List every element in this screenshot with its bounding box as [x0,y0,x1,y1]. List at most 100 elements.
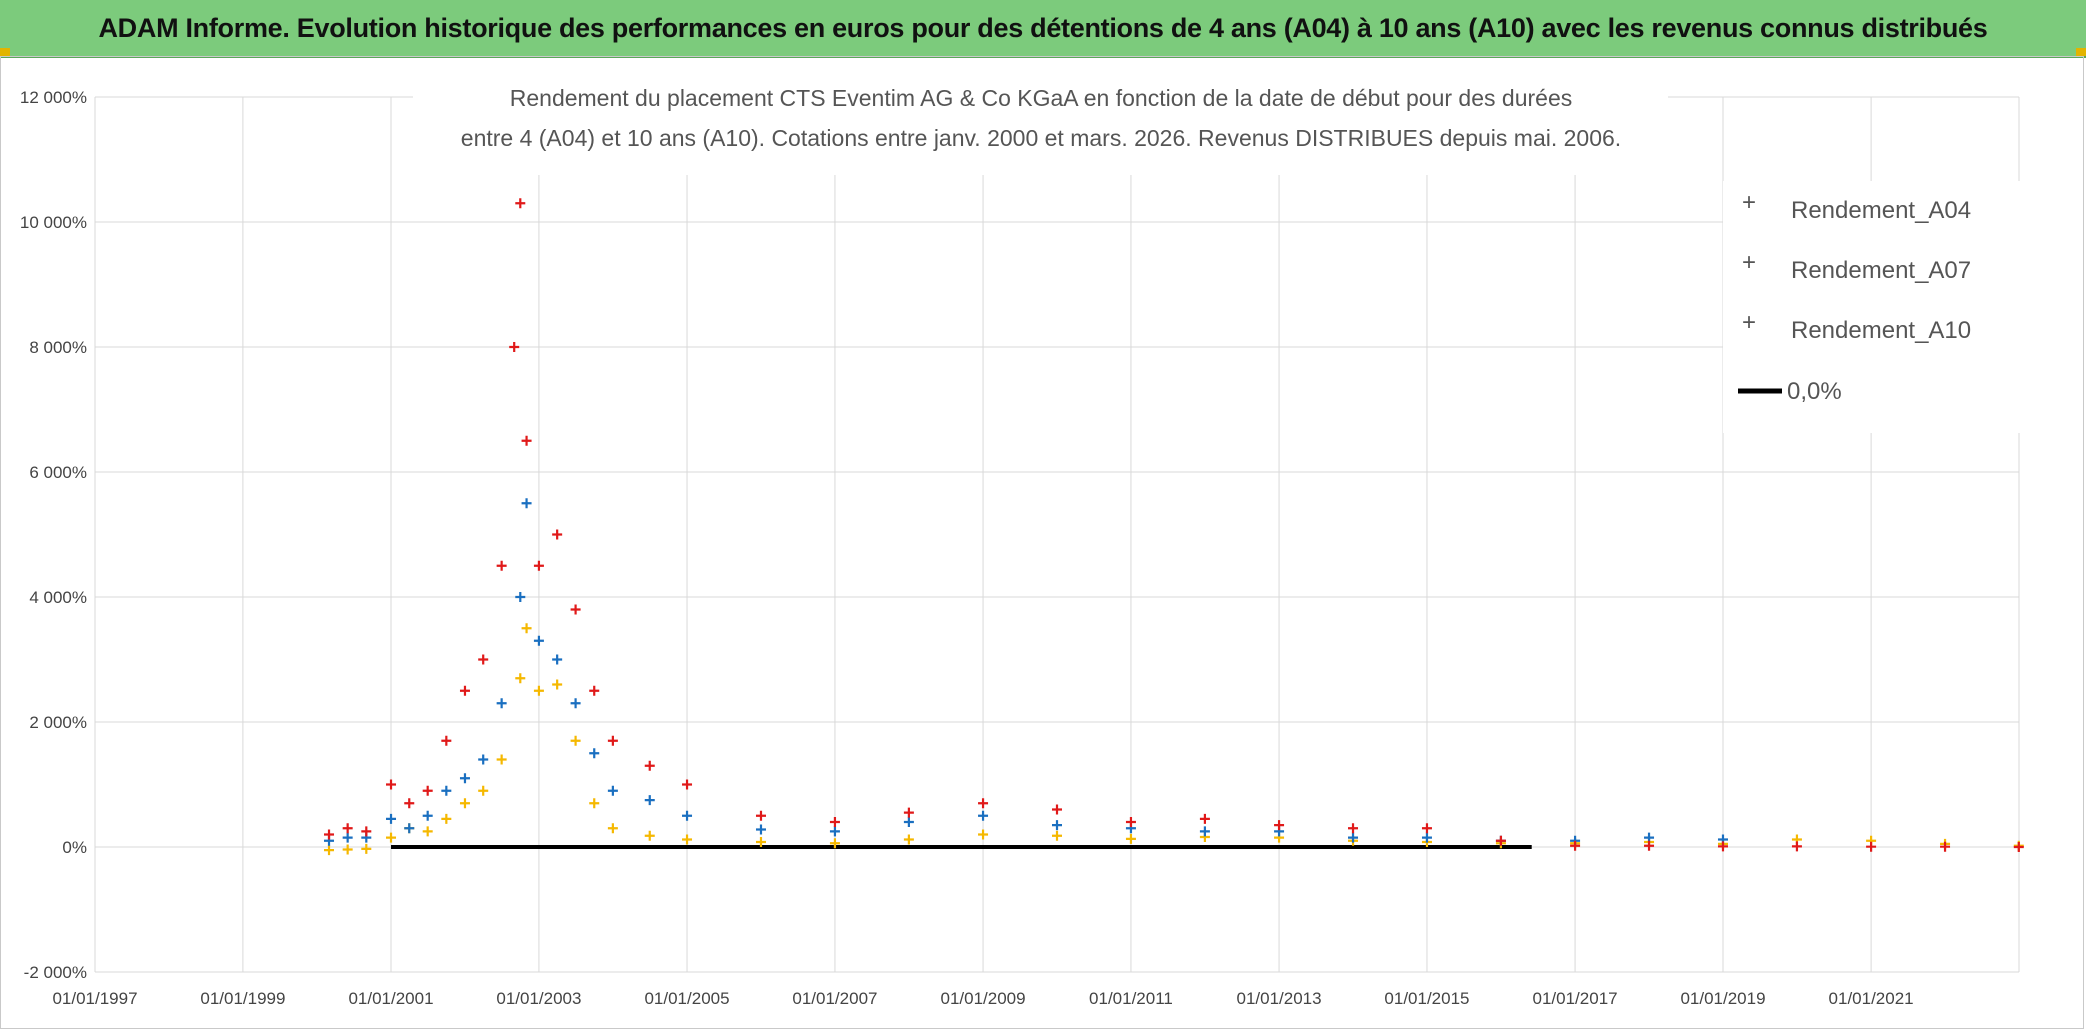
data-point [1199,826,1210,837]
data-point [2013,842,2024,852]
data-point [552,679,563,690]
data-point [1125,833,1136,844]
data-point [570,698,581,709]
corner-mark-left [0,48,10,56]
data-point [552,654,563,665]
chart-title: Rendement du placement CTS Eventim AG & … [413,75,1668,175]
data-point [342,823,353,834]
y-tick-label: 2 000% [29,713,87,732]
banner: ADAM Informe. Evolution historique des p… [0,0,2086,58]
data-point [1348,832,1359,843]
data-point [386,813,397,824]
data-point [903,834,914,845]
data-point [682,810,693,821]
data-point [1052,804,1062,815]
data-point [1717,841,1728,852]
data-point [1866,841,1877,852]
legend: + Rendement_A04 + Rendement_A07 + Rendem… [1723,181,2023,433]
data-point [386,779,397,790]
legend-marker-a07: + [1742,249,1756,276]
data-point [404,798,415,809]
x-tick-label: 01/01/2021 [1829,989,1914,1008]
data-point [1274,820,1285,831]
series-rendement-a07 [324,498,1728,846]
y-tick-label: -2 000% [24,963,87,982]
data-point [755,824,766,835]
data-point [441,735,452,746]
data-point [1940,841,1951,852]
x-tick-label: 01/01/2007 [792,989,877,1008]
data-point [459,685,470,696]
x-tick-label: 01/01/2009 [940,989,1025,1008]
data-point [533,560,544,571]
corner-mark-right [2076,48,2086,56]
data-point [1421,823,1432,834]
legend-marker-a10: + [1742,309,1756,336]
x-tick-label: 01/01/2015 [1384,989,1469,1008]
data-point [386,832,397,843]
data-point [1570,840,1581,851]
data-point [829,838,840,849]
data-point [521,498,532,509]
data-point [509,342,520,352]
data-point [978,829,989,840]
data-point [903,817,914,827]
y-tick-label: 8 000% [29,338,87,357]
x-tick-label: 01/01/2001 [348,989,433,1008]
data-point [644,795,655,806]
data-point [324,845,335,856]
x-tick-label: 01/01/2011 [1089,989,1173,1008]
data-point [1199,813,1210,824]
data-point [496,698,507,709]
data-point [342,844,353,855]
data-point [755,837,766,847]
x-tick-label: 01/01/1997 [52,989,137,1008]
data-point [1348,823,1359,834]
data-point [361,843,372,854]
data-point [515,592,526,602]
y-tick-label: 12 000% [20,88,87,107]
legend-label-a04: Rendement_A04 [1791,197,1971,224]
data-point [404,823,415,834]
data-point [342,832,353,843]
x-tick-label: 01/01/2013 [1237,989,1322,1008]
x-tick-label: 01/01/2017 [1533,989,1618,1008]
y-tick-label: 0% [62,838,87,857]
data-point [589,748,600,759]
data-point [1125,817,1136,827]
legend-marker-a04: + [1742,189,1756,216]
data-point [607,785,618,796]
x-tick-label: 01/01/2019 [1680,989,1765,1008]
data-points [324,198,2024,856]
data-point [644,760,655,771]
series-rendement-a10 [324,198,2024,852]
data-point [570,735,581,746]
data-point [478,754,489,765]
chart-frame: -2 000% 0% 2 000% 4 000% 6 000% 8 000% 10 000%… [0,56,2084,1029]
data-point [1495,835,1506,846]
data-point [552,529,563,540]
data-point [441,785,452,796]
y-tick-label: 6 000% [29,463,87,482]
x-tick-label: 01/01/2003 [496,989,581,1008]
data-point [644,830,655,841]
data-point [361,826,372,837]
x-tick-label: 01/01/2005 [644,989,729,1008]
y-axis-tick-labels: -2 000% 0% 2 000% 4 000% 6 000% 8 000% 10 000%… [20,88,87,982]
data-point [682,834,693,845]
scatter-chart: -2 000% 0% 2 000% 4 000% 6 000% 8 000% 10 000%… [20,75,2024,1008]
data-point [829,826,840,837]
data-point [607,823,618,834]
data-point [607,735,618,746]
data-point [324,829,335,840]
data-point [422,785,433,796]
data-point [755,810,766,821]
data-point [441,813,452,824]
data-point [1644,840,1655,851]
x-tick-label: 01/01/1999 [200,989,285,1008]
data-point [459,773,470,784]
data-point [589,685,600,696]
data-point [1052,820,1062,831]
data-point [515,673,526,684]
data-point [496,754,507,765]
